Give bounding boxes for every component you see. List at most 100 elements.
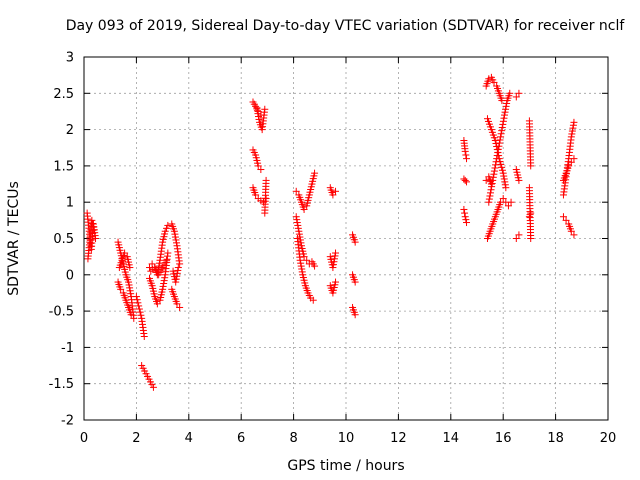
- data-point: [262, 176, 270, 184]
- data-point: [135, 305, 143, 313]
- data-point: [351, 311, 359, 319]
- data-point: [567, 158, 575, 166]
- data-point: [500, 114, 508, 122]
- data-point: [294, 221, 302, 229]
- data-point: [490, 170, 498, 178]
- data-point: [492, 161, 500, 169]
- data-point: [499, 169, 507, 177]
- data-point: [255, 115, 263, 123]
- data-point: [490, 78, 498, 86]
- data-point: [502, 102, 510, 110]
- data-point: [486, 192, 494, 200]
- data-point: [303, 256, 311, 264]
- data-point: [495, 139, 503, 147]
- data-point: [159, 282, 167, 290]
- data-point: [332, 249, 340, 257]
- axis-ticks: [83, 56, 609, 421]
- data-point: [172, 239, 180, 247]
- data-point: [171, 230, 179, 238]
- grid: [84, 57, 608, 420]
- data-point: [493, 155, 501, 163]
- data-point: [153, 300, 161, 308]
- data-point: [298, 268, 306, 276]
- data-point: [176, 303, 184, 311]
- data-point: [497, 133, 505, 141]
- data-point: [254, 162, 262, 170]
- data-point: [140, 333, 148, 341]
- data-point: [461, 176, 469, 184]
- data-point: [491, 164, 499, 172]
- data-point: [126, 287, 134, 295]
- data-point: [121, 249, 129, 257]
- data-point: [149, 383, 157, 391]
- data-point: [562, 216, 570, 224]
- x-tick-label: 4: [185, 431, 193, 446]
- data-point: [174, 266, 182, 274]
- data-points: [83, 73, 578, 391]
- data-point: [496, 136, 504, 144]
- data-point: [515, 231, 523, 239]
- data-point: [298, 265, 306, 273]
- data-point: [567, 227, 575, 235]
- y-tick-label: 2.5: [53, 87, 74, 102]
- data-point: [136, 308, 144, 316]
- data-point: [527, 209, 535, 217]
- data-point: [515, 176, 523, 184]
- data-point: [332, 278, 340, 286]
- data-point: [501, 111, 509, 119]
- y-tick-labels: -2 -1.5 -1 -0.5 0 0.5 1 1.5 2 2.5 3: [49, 51, 74, 429]
- data-point: [160, 277, 168, 285]
- data-point: [331, 252, 339, 260]
- data-point: [164, 221, 172, 229]
- data-point: [155, 262, 163, 270]
- data-point: [499, 195, 507, 203]
- y-tick-label: 0.5: [53, 232, 74, 247]
- data-point: [485, 198, 493, 206]
- data-point: [293, 216, 301, 224]
- data-point: [500, 175, 508, 183]
- data-point: [569, 124, 577, 132]
- data-point: [568, 127, 576, 135]
- data-point: [482, 176, 490, 184]
- data-point: [525, 213, 533, 221]
- x-axis-label: GPS time / hours: [287, 458, 404, 474]
- data-point: [172, 275, 180, 283]
- data-point: [296, 256, 304, 264]
- data-point: [490, 167, 498, 175]
- data-point: [130, 314, 138, 322]
- data-point: [135, 302, 143, 310]
- data-point: [501, 178, 509, 186]
- data-point: [332, 187, 340, 195]
- data-point: [117, 285, 125, 293]
- data-point: [329, 261, 337, 269]
- data-point: [253, 104, 261, 112]
- data-point: [173, 300, 181, 308]
- data-point: [330, 258, 338, 266]
- data-point: [512, 235, 520, 242]
- data-point: [570, 155, 578, 163]
- data-point: [570, 118, 578, 126]
- y-tick-label: 1.5: [53, 159, 74, 174]
- data-point: [512, 93, 520, 101]
- data-point: [502, 184, 510, 192]
- data-point: [173, 269, 181, 277]
- data-point: [506, 89, 514, 97]
- data-point: [159, 285, 167, 293]
- x-tick-label: 12: [390, 431, 407, 446]
- x-tick-label: 18: [547, 431, 564, 446]
- data-point: [297, 259, 305, 267]
- data-point: [499, 120, 507, 128]
- data-point: [501, 181, 509, 189]
- x-tick-label: 10: [338, 431, 355, 446]
- data-point: [527, 162, 535, 170]
- data-point: [463, 219, 471, 227]
- data-point: [148, 260, 156, 268]
- data-point: [160, 280, 168, 288]
- data-point: [161, 227, 169, 235]
- data-point: [174, 264, 182, 272]
- data-point: [126, 284, 134, 292]
- y-tick-label: -0.5: [49, 305, 74, 320]
- data-point: [125, 281, 133, 289]
- data-point: [489, 173, 497, 181]
